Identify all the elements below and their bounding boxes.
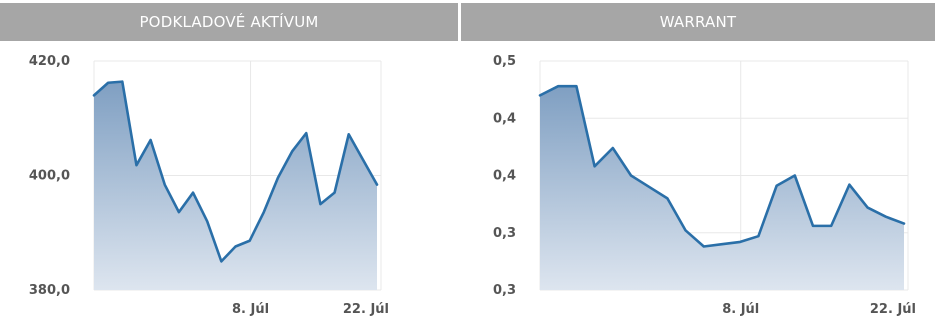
y-tick-label: 0,4 xyxy=(493,169,516,184)
warrant-header: WARRANT xyxy=(461,3,935,41)
y-tick-label: 0,3 xyxy=(493,283,516,298)
series-line xyxy=(538,84,906,248)
series-line xyxy=(92,80,379,263)
y-tick-label: 380,0 xyxy=(29,283,70,298)
y-tick-label: 0,4 xyxy=(493,111,516,126)
series-area xyxy=(94,81,377,290)
warrant-chart: 0,5 0,4 0,4 0,3 0,3 8. Júl 22. Júl xyxy=(493,54,916,317)
y-tick-label: 420,0 xyxy=(29,54,70,69)
underlying-asset-header: PODKLADOVÉ AKTÍVUM xyxy=(0,3,458,41)
x-tick-label: 8. Júl xyxy=(722,302,759,317)
warrant-panel: WARRANT 0,5 0,4 0,4 0,3 0,3 8. Júl 22. Júl xyxy=(461,0,935,325)
underlying-asset-chart: 420,0 400,0 380,0 8. Júl 22. Júl xyxy=(29,54,389,317)
x-tick-label: 22. Júl xyxy=(870,302,916,317)
y-tick-label: 400,0 xyxy=(29,169,70,184)
y-tick-label: 0,3 xyxy=(493,226,516,241)
x-tick-label: 22. Júl xyxy=(343,302,389,317)
x-tick-label: 8. Júl xyxy=(232,302,269,317)
series-area xyxy=(540,86,904,290)
y-tick-label: 0,5 xyxy=(493,54,516,69)
underlying-asset-panel: PODKLADOVÉ AKTÍVUM 420,0 400,0 380,0 8. Júl… xyxy=(0,0,458,325)
